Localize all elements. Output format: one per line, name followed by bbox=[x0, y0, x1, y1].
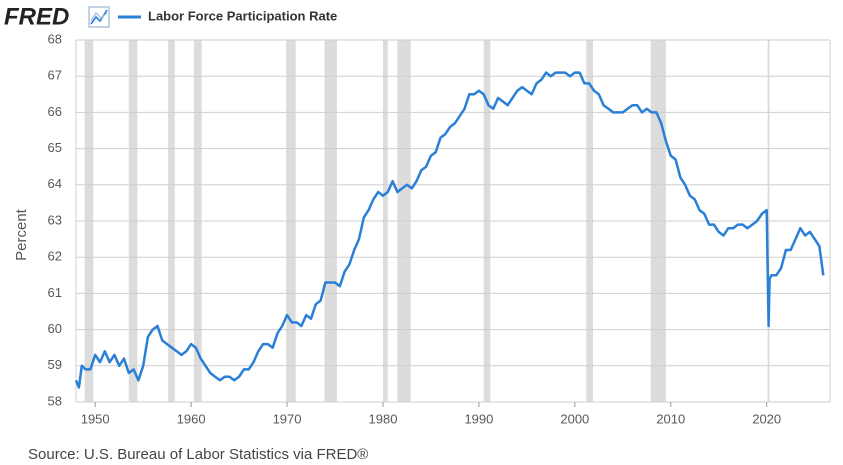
logo: FRED bbox=[4, 3, 69, 30]
source: Source: U.S. Bureau of Labor Statistics … bbox=[28, 446, 368, 463]
y-tick-label: 63 bbox=[48, 212, 62, 227]
y-tick-label: 67 bbox=[48, 68, 62, 83]
y-tick-label: 64 bbox=[48, 176, 62, 191]
x-tick-label: 1960 bbox=[177, 411, 206, 426]
x-tick-label: 1950 bbox=[81, 411, 110, 426]
y-tick-label: 61 bbox=[48, 285, 62, 300]
y-tick-label: 58 bbox=[48, 393, 62, 408]
plot-area bbox=[76, 40, 830, 404]
x-tick-label: 1980 bbox=[369, 411, 398, 426]
y-tick-label: 60 bbox=[48, 321, 62, 336]
y-tick-label: 65 bbox=[48, 140, 62, 155]
x-tick-label: 2020 bbox=[752, 411, 781, 426]
x-tick-label: 1970 bbox=[273, 411, 302, 426]
y-tick-label: 66 bbox=[48, 104, 62, 119]
x-tick-label: 2010 bbox=[656, 411, 685, 426]
logo-icon bbox=[88, 6, 110, 28]
legend-label: Labor Force Participation Rate bbox=[148, 8, 337, 23]
series-line bbox=[74, 71, 825, 389]
y-axis-label: Percent bbox=[13, 208, 30, 261]
y-tick-label: 59 bbox=[48, 357, 62, 372]
x-tick-label: 1990 bbox=[464, 411, 493, 426]
y-tick-label: 62 bbox=[48, 249, 62, 264]
x-tick-label: 2000 bbox=[560, 411, 589, 426]
y-tick-label: 68 bbox=[48, 31, 62, 46]
